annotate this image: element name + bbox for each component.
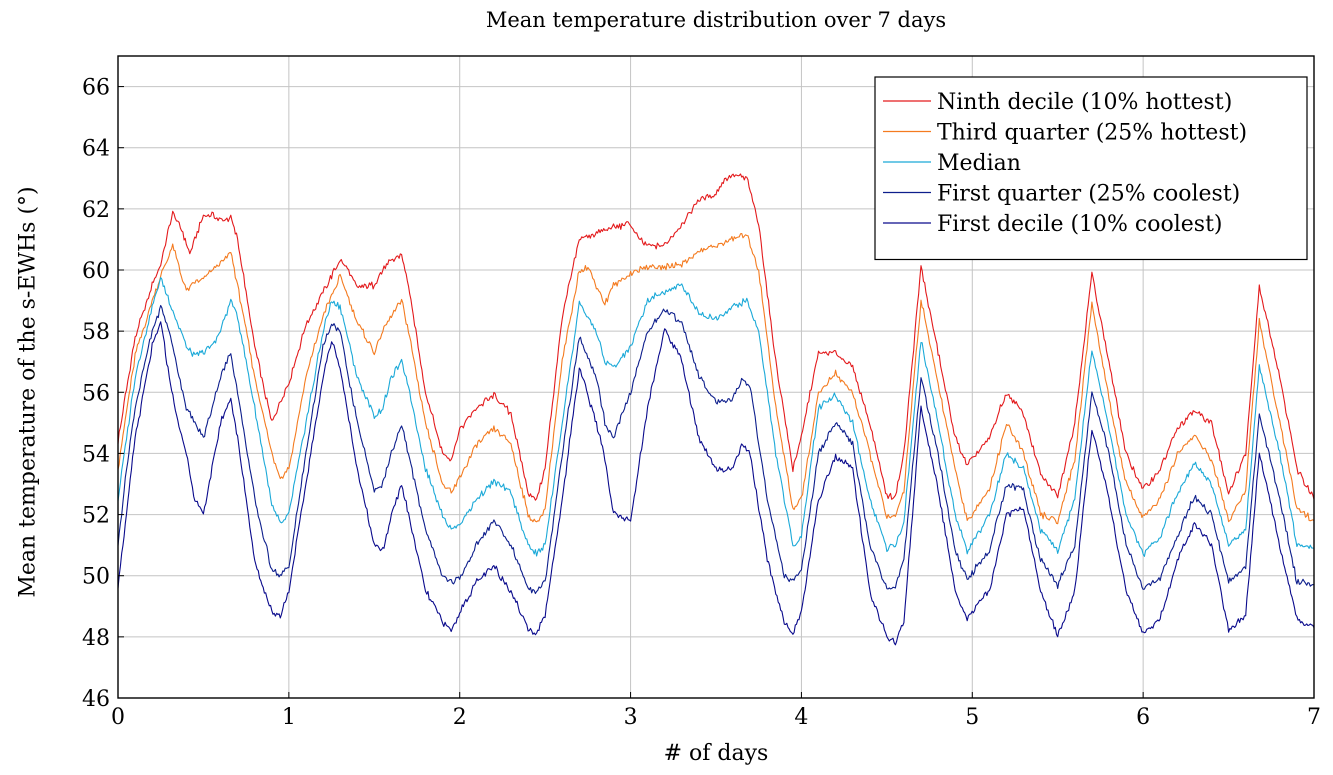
series-lines bbox=[117, 173, 1315, 646]
x-tick-label: 6 bbox=[1136, 705, 1150, 730]
series-line bbox=[117, 321, 1315, 646]
x-tick-label: 3 bbox=[624, 705, 638, 730]
legend-label: Median bbox=[937, 151, 1021, 176]
legend: Ninth decile (10% hottest) Third quarter … bbox=[874, 76, 1308, 261]
y-tick-label: 60 bbox=[82, 259, 110, 284]
x-tick-label: 7 bbox=[1307, 705, 1321, 730]
y-tick-label: 62 bbox=[82, 198, 110, 223]
x-tick-label: 4 bbox=[794, 705, 808, 730]
legend-label: Ninth decile (10% hottest) bbox=[937, 90, 1232, 115]
legend-box bbox=[874, 76, 1308, 261]
y-tick-label: 54 bbox=[82, 442, 110, 467]
y-tick-label: 50 bbox=[82, 565, 110, 590]
plot-frame bbox=[117, 55, 1315, 699]
series-line bbox=[117, 304, 1315, 595]
y-tick-label: 46 bbox=[82, 687, 110, 712]
y-tick-label: 58 bbox=[82, 320, 110, 345]
y-axis-label: Mean temperature of the s-EWHs (°) bbox=[15, 186, 41, 598]
y-tick-label: 66 bbox=[82, 76, 110, 101]
series-line bbox=[117, 277, 1315, 557]
x-tick-label: 2 bbox=[453, 705, 467, 730]
legend-label: Third quarter (25% hottest) bbox=[937, 121, 1247, 146]
y-tick-label: 56 bbox=[82, 381, 110, 406]
y-tick-label: 48 bbox=[82, 626, 110, 651]
x-tick-label: 1 bbox=[282, 705, 296, 730]
x-axis-label: # of days bbox=[663, 741, 769, 766]
y-tick-label: 64 bbox=[82, 137, 110, 162]
series-line bbox=[117, 173, 1315, 501]
x-tick-label: 0 bbox=[111, 705, 125, 730]
chart-title: Mean temperature distribution over 7 day… bbox=[485, 8, 947, 32]
x-tick-label: 5 bbox=[965, 705, 979, 730]
legend-label: First decile (10% coolest) bbox=[937, 212, 1223, 237]
y-tick-label: 52 bbox=[82, 504, 110, 529]
series-line bbox=[117, 233, 1315, 525]
legend-label: First quarter (25% coolest) bbox=[937, 182, 1240, 207]
